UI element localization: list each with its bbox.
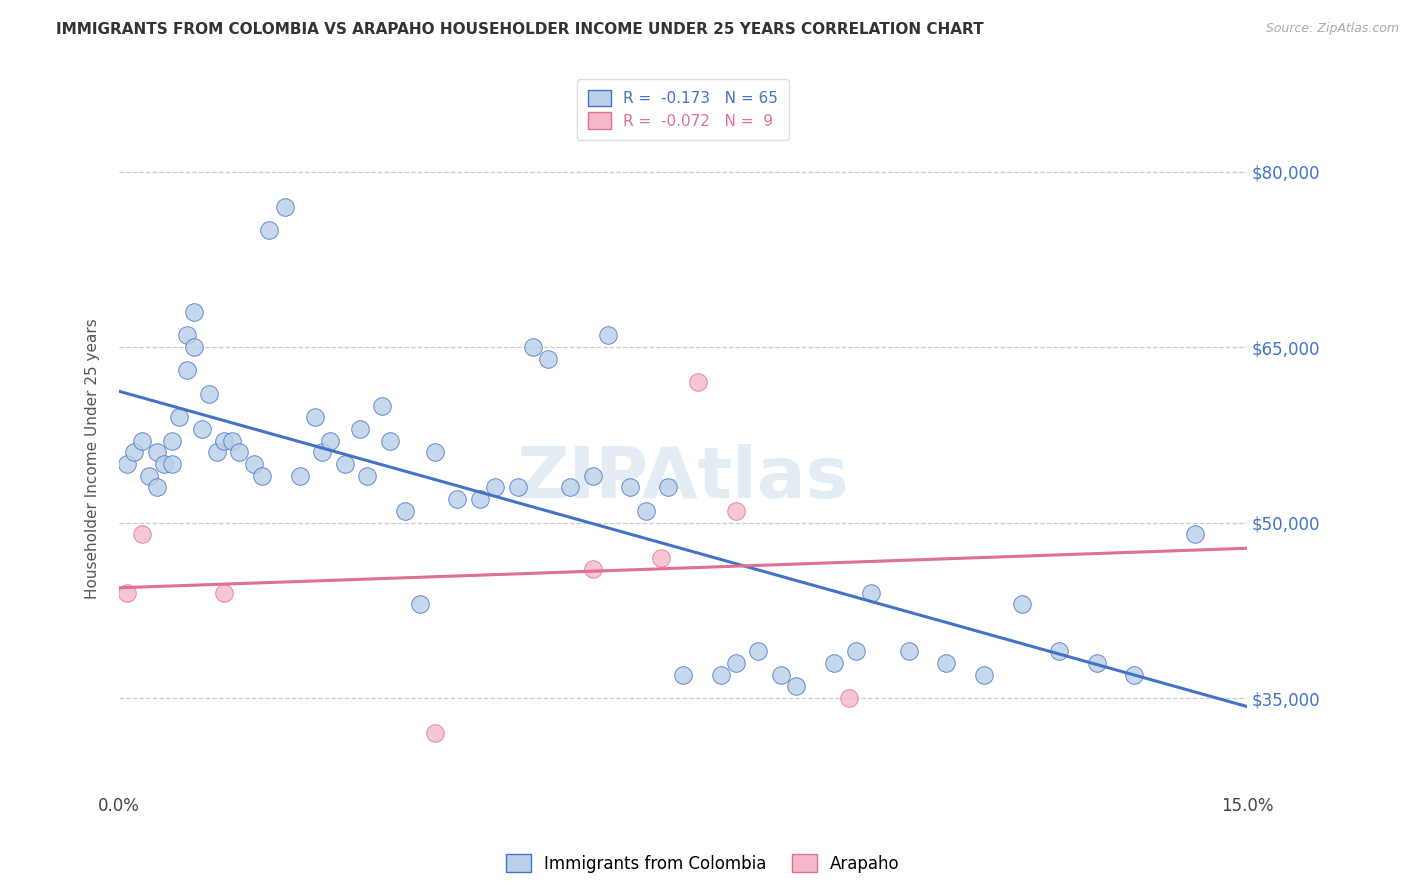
Point — [582, 468, 605, 483]
Point — [409, 598, 432, 612]
Point — [160, 457, 183, 471]
Point — [145, 480, 167, 494]
Point — [522, 340, 544, 354]
Text: ZIPAtlas: ZIPAtlas — [517, 443, 849, 513]
Point — [167, 410, 190, 425]
Point — [1085, 656, 1108, 670]
Point — [394, 504, 416, 518]
Point — [311, 445, 333, 459]
Point — [250, 468, 273, 483]
Point — [860, 586, 883, 600]
Text: Source: ZipAtlas.com: Source: ZipAtlas.com — [1265, 22, 1399, 36]
Point — [657, 480, 679, 494]
Point — [468, 492, 491, 507]
Legend: Immigrants from Colombia, Arapaho: Immigrants from Colombia, Arapaho — [499, 847, 907, 880]
Point — [153, 457, 176, 471]
Point — [191, 422, 214, 436]
Point — [619, 480, 641, 494]
Point — [769, 667, 792, 681]
Y-axis label: Householder Income Under 25 years: Householder Income Under 25 years — [86, 318, 100, 599]
Point — [897, 644, 920, 658]
Point — [259, 223, 281, 237]
Point — [650, 550, 672, 565]
Point — [243, 457, 266, 471]
Point — [183, 340, 205, 354]
Point — [484, 480, 506, 494]
Point — [176, 363, 198, 377]
Point — [1047, 644, 1070, 658]
Point — [582, 562, 605, 576]
Point — [823, 656, 845, 670]
Point — [724, 656, 747, 670]
Point — [176, 328, 198, 343]
Point — [710, 667, 733, 681]
Point — [446, 492, 468, 507]
Point — [506, 480, 529, 494]
Point — [356, 468, 378, 483]
Point — [214, 586, 236, 600]
Point — [935, 656, 957, 670]
Point — [423, 726, 446, 740]
Point — [273, 200, 295, 214]
Point — [160, 434, 183, 448]
Point — [672, 667, 695, 681]
Point — [288, 468, 311, 483]
Point — [1123, 667, 1146, 681]
Point — [596, 328, 619, 343]
Point — [845, 644, 868, 658]
Point — [1011, 598, 1033, 612]
Point — [183, 305, 205, 319]
Point — [688, 375, 710, 389]
Point — [115, 457, 138, 471]
Point — [371, 399, 394, 413]
Point — [333, 457, 356, 471]
Point — [318, 434, 340, 448]
Point — [304, 410, 326, 425]
Point — [634, 504, 657, 518]
Point — [560, 480, 582, 494]
Point — [423, 445, 446, 459]
Point — [747, 644, 769, 658]
Point — [221, 434, 243, 448]
Point — [378, 434, 401, 448]
Point — [838, 691, 860, 706]
Point — [198, 387, 221, 401]
Legend: R =  -0.173   N = 65, R =  -0.072   N =  9: R = -0.173 N = 65, R = -0.072 N = 9 — [578, 79, 789, 140]
Point — [724, 504, 747, 518]
Point — [214, 434, 236, 448]
Point — [1184, 527, 1206, 541]
Point — [205, 445, 228, 459]
Text: IMMIGRANTS FROM COLOMBIA VS ARAPAHO HOUSEHOLDER INCOME UNDER 25 YEARS CORRELATIO: IMMIGRANTS FROM COLOMBIA VS ARAPAHO HOUS… — [56, 22, 984, 37]
Point — [122, 445, 145, 459]
Point — [145, 445, 167, 459]
Point — [973, 667, 995, 681]
Point — [349, 422, 371, 436]
Point — [785, 679, 807, 693]
Point — [131, 527, 153, 541]
Point — [228, 445, 250, 459]
Point — [131, 434, 153, 448]
Point — [537, 351, 560, 366]
Point — [115, 586, 138, 600]
Point — [138, 468, 160, 483]
